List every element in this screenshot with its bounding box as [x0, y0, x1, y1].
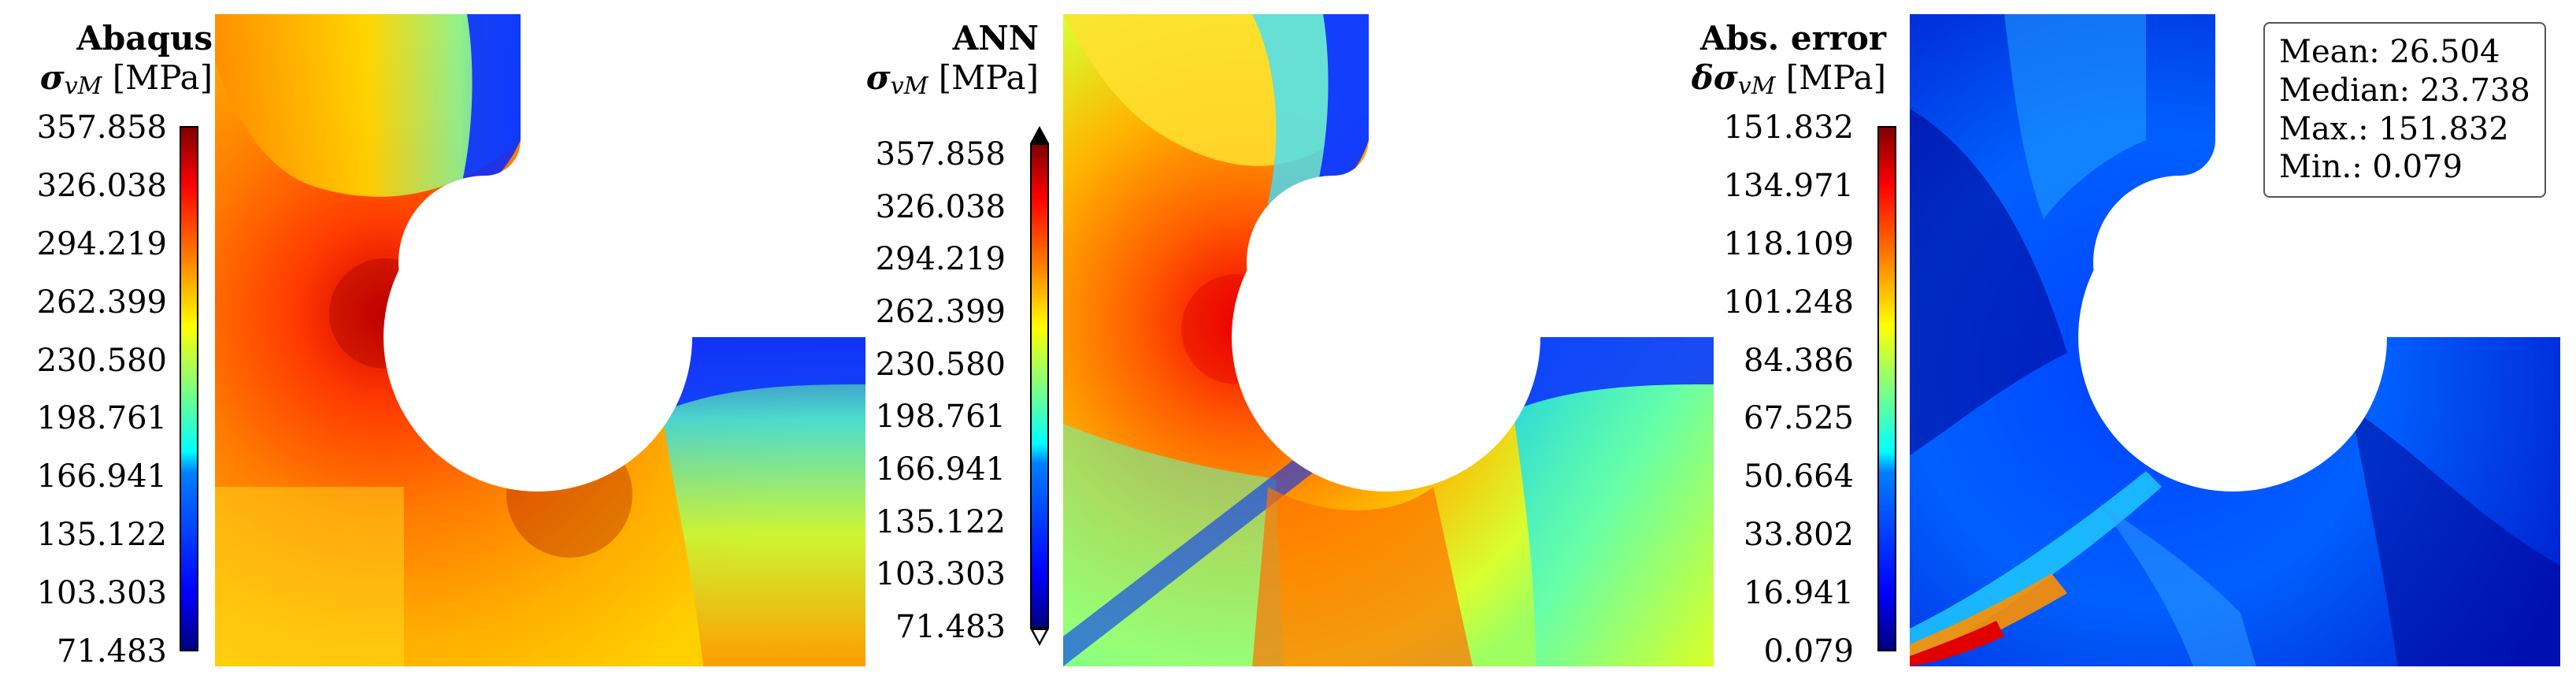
panel-abs-error: Abs. error δσvM [MPa] 151.832 134.971 118.… — [1692, 0, 2576, 690]
panel-ann: ANN σvM [MPa] 357.858 326.038 294.219 262.3… — [847, 0, 1714, 690]
quantity-label: σvM [MPa] — [39, 58, 213, 100]
colorbar-tick-label: 198.761 — [875, 399, 1006, 436]
panel-title: Abaqus — [76, 19, 213, 58]
colorbar-tick-label: 101.248 — [1723, 284, 1854, 321]
colorbar-tick-label: 326.038 — [875, 188, 1006, 225]
error-stats-box: Mean: 26.504 Median: 23.738 Max.: 151.83… — [2263, 22, 2546, 198]
colorbar-tick-label: 357.858 — [36, 109, 167, 146]
colorbar-tick-label: 71.483 — [57, 633, 167, 670]
stress-field-abaqus — [215, 14, 865, 666]
colorbar — [1030, 143, 1049, 629]
stat-min: Min.: 0.079 — [2279, 149, 2463, 186]
panel-abaqus: Abaqus σvM [MPa] 357.858 326.038 294.219 26… — [0, 0, 866, 690]
panel-title: ANN — [952, 19, 1039, 58]
colorbar-ticks: 357.858 326.038 294.219 262.399 230.580 198.7… — [0, 112, 167, 667]
colorbar-tick-label: 166.941 — [875, 451, 1006, 488]
colorbar-tick-label: 151.832 — [1723, 109, 1854, 146]
colorbar-tick-label: 84.386 — [1744, 342, 1854, 379]
colorbar-tick-label: 326.038 — [36, 167, 167, 204]
colorbar-ticks: 357.858 326.038 294.219 262.399 230.580 198.7… — [847, 139, 1006, 643]
colorbar-tick-label: 230.580 — [875, 346, 1006, 383]
colorbar-tick-label: 33.802 — [1744, 517, 1854, 554]
colorbar-tick-label: 16.941 — [1744, 575, 1854, 612]
colorbar-tick-label: 294.219 — [36, 225, 167, 262]
colorbar-tick-label: 198.761 — [36, 400, 167, 437]
stat-mean: Mean: 26.504 — [2279, 34, 2500, 70]
stress-field-ann — [1063, 14, 1714, 666]
colorbar-tick-label: 135.122 — [875, 503, 1006, 540]
stat-median: Median: 23.738 — [2279, 72, 2530, 109]
colorbar-tick-label: 103.303 — [36, 575, 167, 612]
colorbar-min-extension — [1030, 629, 1049, 646]
colorbar-tick-label: 262.399 — [36, 284, 167, 321]
panel-title: Abs. error — [1700, 19, 1886, 58]
label-block: Abaqus σvM [MPa] — [0, 19, 213, 98]
colorbar — [180, 126, 198, 651]
quantity-label: σvM [MPa] — [865, 58, 1039, 100]
colorbar-tick-label: 50.664 — [1744, 458, 1854, 495]
colorbar-ticks: 151.832 134.971 118.109 101.248 84.386 67.525… — [1693, 112, 1854, 667]
colorbar-tick-label: 67.525 — [1744, 400, 1854, 437]
label-block: ANN σvM [MPa] — [847, 19, 1039, 98]
colorbar-tick-label: 262.399 — [875, 294, 1006, 330]
colorbar-tick-label: 135.122 — [36, 517, 167, 554]
colorbar-tick-label: 134.971 — [1723, 167, 1854, 204]
colorbar-tick-label: 118.109 — [1723, 225, 1854, 262]
quantity-label: δσvM [MPa] — [1691, 58, 1886, 100]
colorbar-tick-label: 0.079 — [1763, 633, 1854, 670]
colorbar-tick-label: 103.303 — [875, 556, 1006, 593]
stat-max: Max.: 151.832 — [2279, 110, 2509, 147]
colorbar — [1877, 126, 1896, 651]
colorbar-tick-label: 294.219 — [875, 241, 1006, 278]
colorbar-tick-label: 357.858 — [875, 136, 1006, 172]
label-block: Abs. error δσvM [MPa] — [1692, 19, 1886, 98]
colorbar-tick-label: 71.483 — [895, 609, 1006, 645]
colorbar-max-extension — [1030, 126, 1049, 143]
colorbar-tick-label: 166.941 — [36, 458, 167, 495]
colorbar-tick-label: 230.580 — [36, 342, 167, 379]
